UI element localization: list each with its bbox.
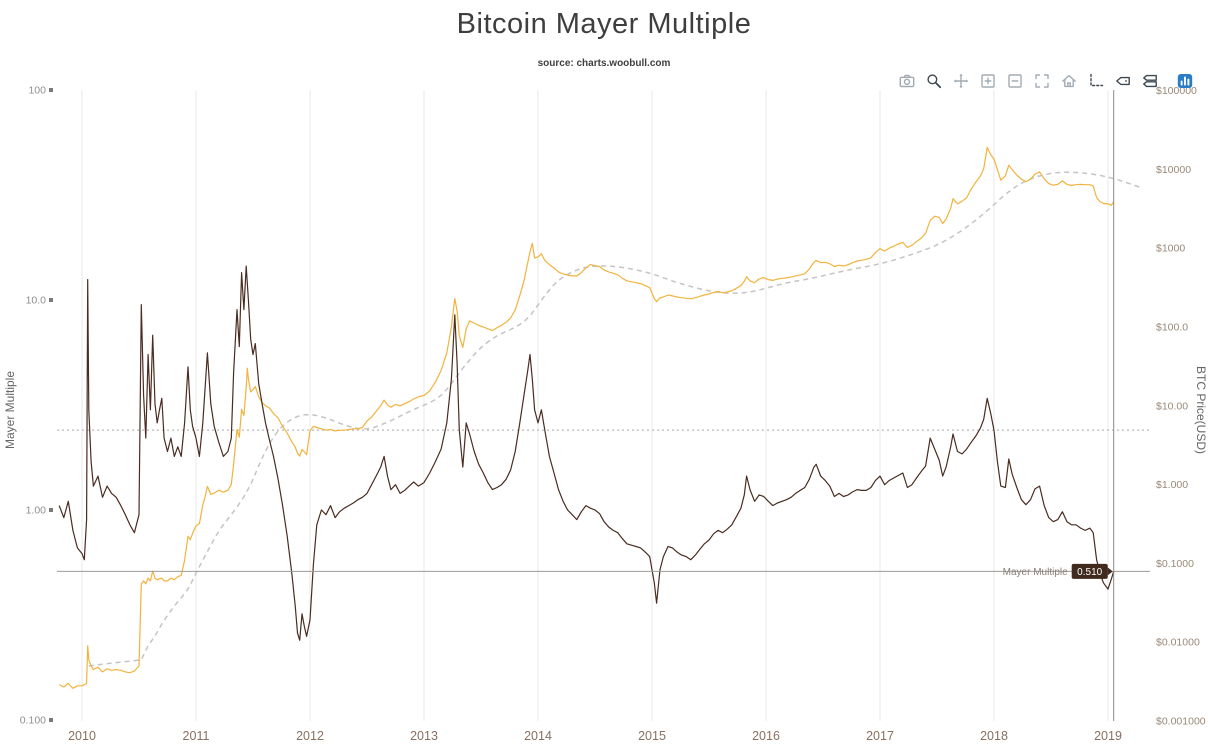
x-tick-2015: 2015: [638, 729, 666, 743]
autoscale-icon[interactable]: [1033, 73, 1051, 89]
right-tick-$10.00: $10.00: [1156, 400, 1188, 412]
x-tick-2014: 2014: [524, 729, 552, 743]
mayer-multiple-line: [58, 265, 1115, 641]
zoom-out-icon[interactable]: [1006, 73, 1024, 89]
left-axis-title: Mayer Multiple: [3, 371, 17, 449]
current-value-text: 0.510: [1077, 567, 1102, 578]
chart-source: source: charts.woobull.com: [537, 58, 671, 69]
left-tick-marker: [49, 508, 53, 512]
current-value-badge: [1071, 563, 1108, 579]
chart-title: Bitcoin Mayer Multiple: [456, 8, 752, 40]
reset-axes-icon[interactable]: [1060, 73, 1078, 89]
right-tick-$0.1000: $0.1000: [1156, 558, 1194, 570]
x-tick-2017: 2017: [866, 729, 894, 743]
x-tick-2012: 2012: [296, 729, 324, 743]
zoom-in-icon[interactable]: [979, 73, 997, 89]
left-tick-1.00: 1.00: [26, 505, 47, 517]
camera-icon[interactable]: [898, 73, 916, 89]
spikelines-icon[interactable]: [1087, 73, 1105, 89]
price-200d-average-line: [88, 171, 1143, 667]
right-tick-$0.001000: $0.001000: [1156, 716, 1206, 728]
x-tick-2010: 2010: [68, 729, 96, 743]
x-tick-2018: 2018: [980, 729, 1008, 743]
x-tick-2016: 2016: [752, 729, 780, 743]
left-tick-100: 100: [28, 85, 46, 97]
hover-compare-icon[interactable]: [1141, 73, 1159, 89]
right-axis-title: BTC Price(USD): [1194, 366, 1208, 454]
left-tick-marker: [49, 88, 53, 92]
x-tick-2011: 2011: [183, 729, 210, 743]
x-tick-2013: 2013: [410, 729, 438, 743]
right-tick-$100.0: $100.0: [1156, 322, 1188, 334]
left-tick-10.0: 10.0: [26, 295, 47, 307]
right-tick-$1.000: $1.000: [1156, 479, 1188, 491]
left-tick-marker: [49, 298, 53, 302]
right-tick-$100000: $100000: [1156, 85, 1197, 97]
current-value-badge-arrow: [1107, 567, 1113, 576]
plotly-logo-icon[interactable]: [1176, 73, 1194, 89]
btc-price-line: [58, 146, 1115, 689]
right-tick-$1000: $1000: [1156, 243, 1185, 255]
left-tick-marker: [49, 718, 53, 722]
hover-closest-icon[interactable]: [1114, 73, 1132, 89]
zoom-icon[interactable]: [925, 73, 943, 89]
x-tick-2019: 2019: [1094, 729, 1122, 743]
modebar: [898, 73, 1194, 89]
left-tick-0.100: 0.100: [20, 715, 46, 727]
pan-icon[interactable]: [952, 73, 970, 89]
current-marker-label: Mayer Multiple: [1003, 567, 1068, 578]
right-tick-$0.01000: $0.01000: [1156, 637, 1200, 649]
right-tick-$10000: $10000: [1156, 164, 1191, 176]
